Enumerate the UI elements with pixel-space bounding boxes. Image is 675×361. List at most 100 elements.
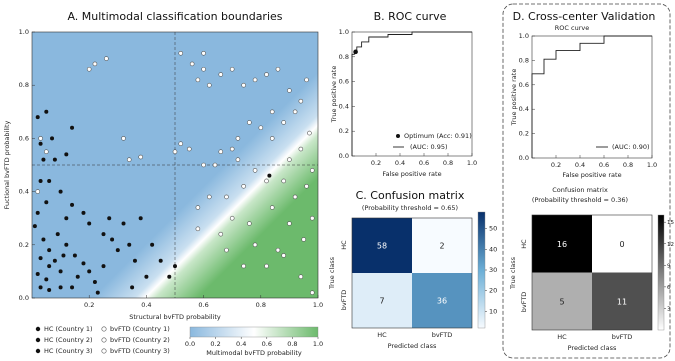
bvftd-point bbox=[38, 136, 43, 141]
x-tick-label: 0.4 bbox=[141, 301, 151, 309]
legend-marker-hc bbox=[35, 337, 41, 343]
colorbar-tick-label: 0.6 bbox=[262, 340, 272, 348]
y-tick-label: 0.6 bbox=[519, 81, 529, 89]
hc-point bbox=[64, 216, 69, 221]
hc-point bbox=[150, 242, 155, 247]
hc-point bbox=[158, 258, 163, 263]
hc-point bbox=[70, 202, 75, 207]
bvftd-point bbox=[104, 56, 109, 61]
bvftd-point bbox=[307, 130, 312, 136]
panel-d-matrix-colorbar-ticks: 15 12 9 6 3 bbox=[664, 220, 674, 312]
hc-point bbox=[127, 242, 132, 247]
legend-marker-hc bbox=[35, 348, 41, 354]
colorbar-tick-label: 1.0 bbox=[313, 340, 323, 348]
hc-point bbox=[267, 173, 272, 178]
colorbar-tick-label: 20 bbox=[489, 287, 497, 295]
bvftd-point bbox=[287, 221, 292, 226]
x-tick-label: 0.8 bbox=[443, 159, 453, 167]
bvftd-point bbox=[309, 290, 315, 295]
x-tick-label: 0.8 bbox=[623, 161, 633, 169]
x-tick-label: 0.8 bbox=[256, 301, 266, 309]
colorbar-bar bbox=[189, 326, 319, 338]
panel-c-colorbar-ticks: 10 20 30 40 50 bbox=[485, 225, 497, 315]
colorbar-tick-label: 0.4 bbox=[236, 340, 246, 348]
bvftd-point bbox=[247, 120, 252, 125]
hc-point bbox=[81, 210, 86, 215]
class-label: HC bbox=[377, 331, 387, 339]
bvftd-point bbox=[309, 168, 315, 173]
hc-point bbox=[61, 253, 66, 258]
bvftd-point bbox=[241, 183, 246, 189]
y-tick-label: 0.2 bbox=[339, 127, 349, 135]
class-label: HC bbox=[557, 333, 567, 341]
bvftd-point bbox=[281, 120, 286, 125]
bvftd-point bbox=[195, 77, 201, 83]
hc-point bbox=[58, 269, 63, 274]
hc-point bbox=[38, 141, 43, 146]
x-tick-label: 0.6 bbox=[599, 161, 609, 169]
bvftd-point bbox=[298, 98, 304, 104]
bvftd-point bbox=[201, 162, 206, 168]
hc-point bbox=[64, 242, 69, 247]
panel-a-legend: HC (Country 1) HC (Country 2) HC (Countr… bbox=[35, 325, 170, 355]
hc-point bbox=[70, 125, 75, 130]
panel-b-legend: Optimum (Acc: 0.91) (AUC: 0.95) bbox=[393, 132, 472, 151]
x-tick-label: 0.6 bbox=[198, 301, 208, 309]
bvftd-point bbox=[281, 253, 286, 258]
legend-marker-optimum bbox=[396, 134, 400, 138]
bvftd-point bbox=[218, 231, 224, 237]
panel-d-matrix-ylabel: True class bbox=[509, 256, 517, 290]
matrix-cell-value: 7 bbox=[379, 297, 384, 306]
x-tick-label: 1.0 bbox=[313, 301, 323, 309]
bvftd-point bbox=[301, 237, 307, 242]
panel-a-xlabel: Structural bvFTD probability bbox=[129, 313, 221, 321]
bvftd-point bbox=[121, 136, 126, 141]
hc-point bbox=[35, 210, 40, 215]
panel-d-subtitle: ROC curve bbox=[555, 24, 589, 32]
colorbar-tick-label: 6 bbox=[667, 285, 671, 291]
class-label: bvFTD bbox=[612, 333, 633, 341]
bvftd-point bbox=[287, 157, 292, 162]
bvftd-point bbox=[235, 157, 241, 162]
legend-label: (AUC: 0.90) bbox=[612, 143, 650, 151]
bvftd-point bbox=[298, 274, 304, 280]
y-tick-label: 0.0 bbox=[339, 152, 349, 160]
y-tick-label: 0.2 bbox=[519, 130, 529, 138]
legend-label: (AUC: 0.95) bbox=[410, 143, 448, 151]
hc-point bbox=[35, 272, 40, 277]
y-tick-label: 0.4 bbox=[519, 105, 529, 113]
panel-d-x-ticks: 0.2 0.4 0.6 0.8 1.0 bbox=[551, 155, 657, 169]
hc-point bbox=[47, 264, 52, 269]
x-tick-label: 0.4 bbox=[395, 159, 405, 167]
panel-c-title: C. Confusion matrix bbox=[356, 189, 465, 202]
x-tick-label: 1.0 bbox=[647, 161, 657, 169]
hc-point bbox=[75, 274, 80, 279]
matrix-cell-value: 5 bbox=[559, 297, 564, 306]
hc-point bbox=[70, 285, 75, 290]
y-tick-label: 0.4 bbox=[19, 188, 29, 196]
bvftd-point bbox=[269, 136, 275, 141]
y-tick-label: 0.8 bbox=[519, 56, 529, 64]
hc-point bbox=[38, 285, 43, 290]
bvftd-point bbox=[187, 146, 192, 152]
hc-point bbox=[130, 285, 135, 290]
hc-point bbox=[58, 285, 63, 290]
x-tick-label: 0.6 bbox=[419, 159, 429, 167]
x-tick-label: 0.2 bbox=[84, 301, 94, 309]
panel-b-frame bbox=[351, 31, 473, 157]
panel-a-x-ticks: 0.2 0.4 0.6 0.8 1.0 bbox=[84, 295, 323, 309]
bvftd-point bbox=[229, 66, 235, 72]
panel-c-frame bbox=[351, 217, 473, 329]
hc-point bbox=[81, 261, 86, 266]
hc-point bbox=[92, 280, 97, 285]
bvftd-point bbox=[43, 149, 49, 154]
bvftd-point bbox=[229, 215, 235, 221]
bvftd-point bbox=[178, 141, 184, 147]
class-label: bvFTD bbox=[340, 290, 348, 311]
bvftd-point bbox=[224, 247, 229, 253]
matrix-cell bbox=[592, 272, 652, 330]
bvftd-point bbox=[287, 88, 292, 93]
bvftd-point bbox=[298, 146, 304, 152]
bvftd-point bbox=[235, 136, 241, 141]
legend-marker-bvftd bbox=[101, 337, 107, 343]
